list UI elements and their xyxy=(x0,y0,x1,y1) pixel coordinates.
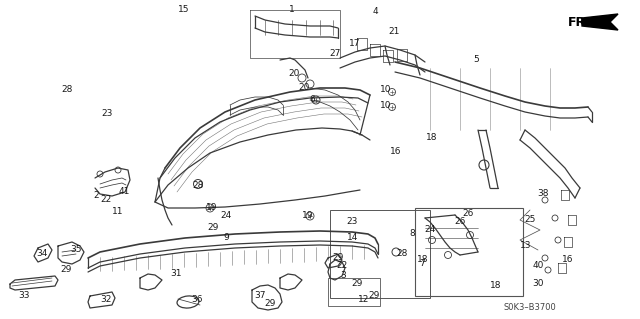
Text: 22: 22 xyxy=(337,262,348,271)
Text: 29: 29 xyxy=(207,224,219,233)
Text: 9: 9 xyxy=(223,233,229,241)
Text: 17: 17 xyxy=(349,40,361,48)
Text: 34: 34 xyxy=(36,249,48,257)
Bar xyxy=(415,208,523,296)
Text: 21: 21 xyxy=(388,27,400,36)
Text: 30: 30 xyxy=(532,278,544,287)
Text: 31: 31 xyxy=(170,269,182,278)
Bar xyxy=(330,210,430,298)
Text: 14: 14 xyxy=(348,233,358,241)
Text: 18: 18 xyxy=(426,132,438,142)
Text: 15: 15 xyxy=(179,5,189,14)
Text: 19: 19 xyxy=(206,204,218,212)
Text: 26: 26 xyxy=(462,209,474,218)
Text: 18: 18 xyxy=(490,281,502,291)
Text: 1: 1 xyxy=(289,5,295,14)
Text: 37: 37 xyxy=(254,292,266,300)
Text: 11: 11 xyxy=(112,207,124,217)
Text: 5: 5 xyxy=(473,56,479,64)
Text: 29: 29 xyxy=(368,292,380,300)
Text: 24: 24 xyxy=(220,211,232,220)
Text: 23: 23 xyxy=(346,218,358,226)
Text: 20: 20 xyxy=(288,70,300,78)
Text: 29: 29 xyxy=(60,265,72,275)
Text: 29: 29 xyxy=(264,300,276,308)
Text: 26: 26 xyxy=(454,218,466,226)
Text: 33: 33 xyxy=(19,292,29,300)
Text: 24: 24 xyxy=(424,226,436,234)
Text: 4: 4 xyxy=(372,8,378,17)
Text: 20: 20 xyxy=(298,83,310,92)
Text: 32: 32 xyxy=(100,295,112,305)
Text: 28: 28 xyxy=(192,182,204,190)
Text: 35: 35 xyxy=(70,246,82,255)
Text: 28: 28 xyxy=(61,85,73,94)
Text: FR.: FR. xyxy=(568,16,591,28)
Text: 13: 13 xyxy=(520,241,532,250)
Text: 23: 23 xyxy=(101,108,113,117)
Text: 28: 28 xyxy=(396,249,408,257)
Text: 6: 6 xyxy=(309,95,315,105)
Text: 40: 40 xyxy=(532,262,544,271)
Bar xyxy=(328,278,380,306)
Text: 18: 18 xyxy=(417,256,429,264)
Text: 25: 25 xyxy=(524,216,536,225)
Text: 29: 29 xyxy=(332,254,344,263)
Text: 29: 29 xyxy=(351,279,363,288)
Text: 3: 3 xyxy=(340,271,346,280)
Text: 16: 16 xyxy=(563,256,573,264)
Text: 36: 36 xyxy=(191,295,203,305)
Polygon shape xyxy=(582,14,618,30)
Text: 7: 7 xyxy=(419,259,425,269)
Text: 27: 27 xyxy=(330,49,340,58)
Text: 10: 10 xyxy=(380,85,392,94)
Text: 19: 19 xyxy=(302,211,314,220)
Text: 16: 16 xyxy=(390,147,402,157)
Text: 10: 10 xyxy=(380,100,392,109)
Text: 41: 41 xyxy=(118,187,130,196)
Text: 8: 8 xyxy=(409,228,415,238)
Text: S0K3–B3700: S0K3–B3700 xyxy=(504,303,556,313)
Text: 22: 22 xyxy=(100,196,111,204)
Text: 38: 38 xyxy=(537,189,548,197)
Text: 12: 12 xyxy=(358,295,370,305)
Text: 2: 2 xyxy=(93,191,99,201)
